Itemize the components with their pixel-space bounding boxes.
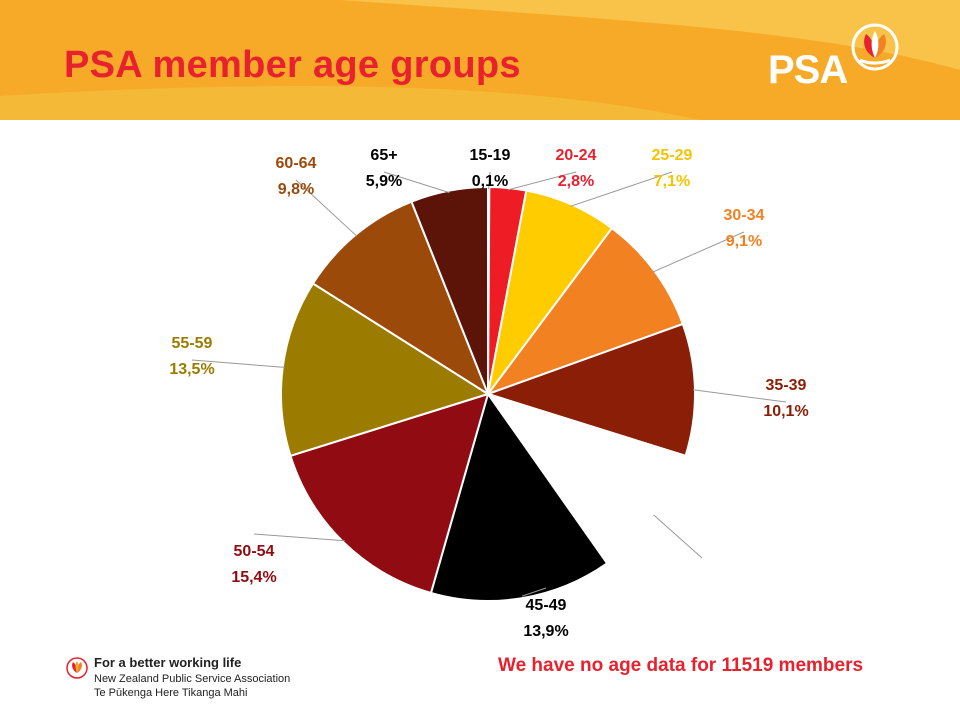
footer-tagline: For a better working life [94, 655, 242, 670]
footer-flower-icon [66, 657, 88, 679]
pie-slice-50-54 [289, 392, 490, 595]
pie-chart: 15-19 0,1% 20-24 2,8% 25-29 7,1% 30-34 9,1% 35-3… [169, 147, 808, 640]
leader-line [488, 171, 491, 190]
brand-text: PSA [768, 48, 848, 92]
slice-category-label: 30-34 [724, 207, 765, 224]
psa-logo: PSA [766, 22, 906, 94]
slice-category-label: 55-59 [172, 335, 213, 352]
slice-percent-label: 0,1% [472, 173, 508, 190]
slice-percent-label: 10,1% [763, 403, 808, 420]
leader-line [295, 179, 358, 237]
leader-line [507, 171, 577, 191]
leader-line [521, 587, 547, 597]
slice-category-label: 60-64 [276, 155, 317, 172]
slice-category-label: 25-29 [652, 147, 693, 164]
leader-line [692, 389, 787, 403]
leader-line [653, 514, 703, 559]
slice-category-label: 65+ [370, 147, 397, 164]
leader-line [383, 171, 450, 194]
slice-percent-label: 15,4% [231, 569, 276, 586]
slice-category-label: 45-49 [526, 597, 567, 614]
slice-percent-label: 2,8% [558, 173, 594, 190]
leader-line [652, 231, 745, 273]
page-title: PSA member age groups [64, 44, 521, 86]
flower-icon [851, 23, 899, 71]
leader-line [570, 171, 673, 207]
slice-category-label: 50-54 [234, 543, 275, 560]
pie-slice-45-49 [429, 391, 609, 602]
slice-percent-label: 7,1% [654, 173, 690, 190]
age-data-note: We have no age data for 11519 members [498, 655, 864, 676]
pie-slice-65+ [410, 185, 489, 395]
slice-category-label: 20-24 [556, 147, 597, 164]
footer-logo: For a better working life New Zealand Pu… [66, 655, 366, 705]
footer-maori-name: Te Pūkenga Here Tikanga Mahi [94, 687, 248, 699]
slice-percent-label: 13,5% [169, 361, 214, 378]
leader-line [191, 359, 285, 368]
slice-percent-label: 5,9% [366, 173, 402, 190]
slice-percent-label: 13,9% [523, 623, 568, 640]
slice-percent-label: 9,8% [278, 181, 314, 198]
slice-category-label: 15-19 [470, 147, 511, 164]
slice-percent-label: 9,1% [726, 233, 762, 250]
footer-org-name: New Zealand Public Service Association [94, 673, 291, 685]
leader-line [253, 533, 345, 542]
header-banner: PSA member age groups PSA [0, 0, 960, 120]
slice-category-label: 35-39 [766, 377, 807, 394]
header-swoosh [0, 0, 960, 120]
